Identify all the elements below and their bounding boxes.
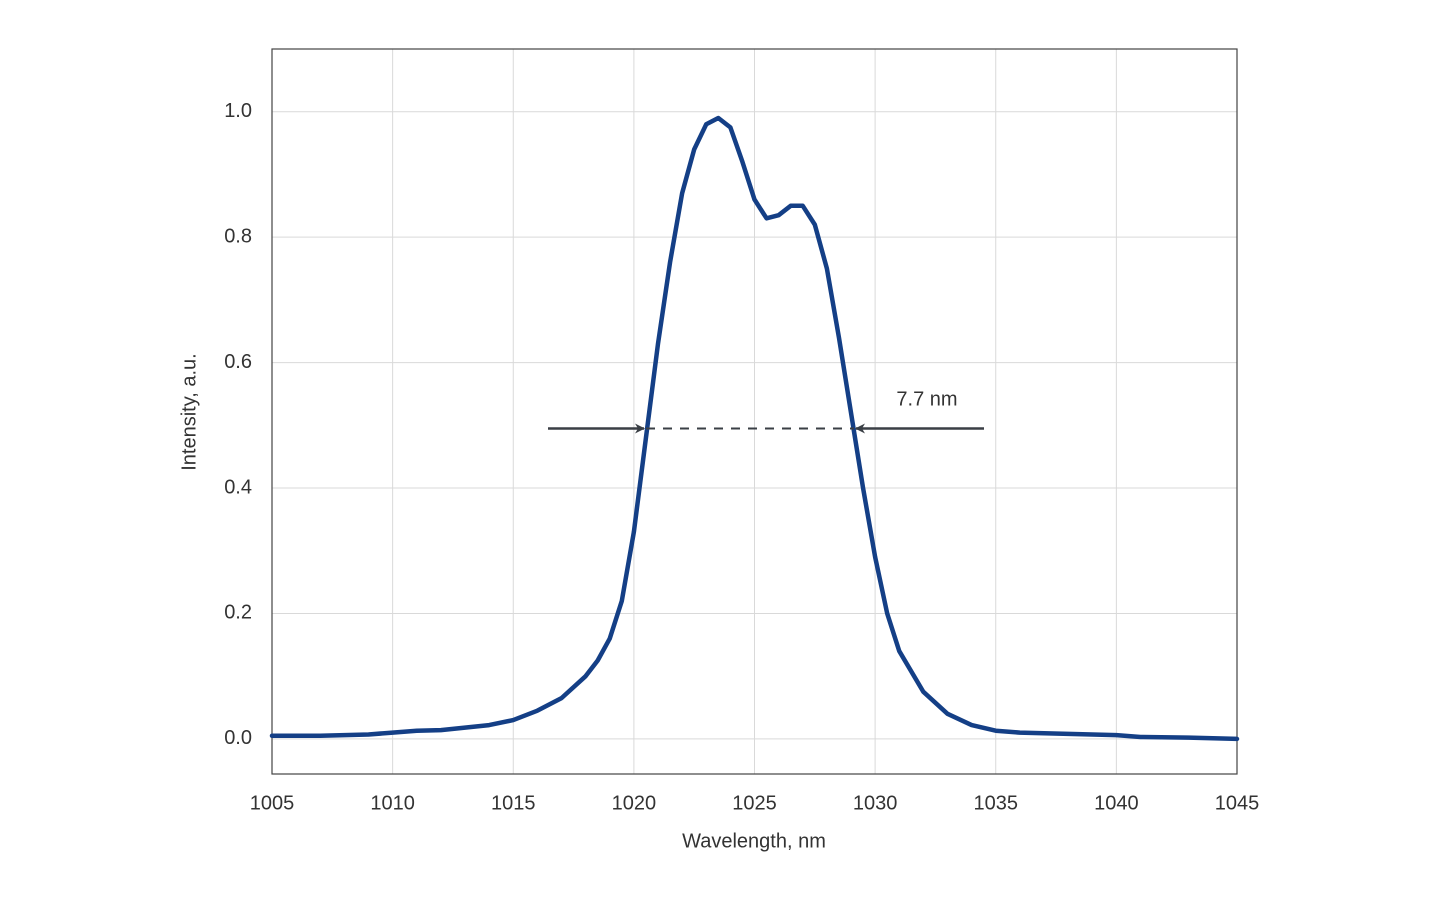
x-axis-label: Wavelength, nm bbox=[682, 830, 826, 852]
x-tick-label: 1040 bbox=[1094, 792, 1139, 814]
x-tick-label: 1035 bbox=[974, 792, 1019, 814]
x-tick-label: 1015 bbox=[491, 792, 536, 814]
y-tick-label: 0.8 bbox=[224, 225, 252, 247]
x-tick-label: 1025 bbox=[732, 792, 777, 814]
x-tick-label: 1045 bbox=[1215, 792, 1260, 814]
y-tick-label: 0.2 bbox=[224, 602, 252, 624]
y-tick-label: 0.0 bbox=[224, 727, 252, 749]
x-tick-label: 1030 bbox=[853, 792, 898, 814]
plot-frame bbox=[271, 48, 1238, 775]
x-tick-label: 1010 bbox=[370, 792, 415, 814]
y-axis-label: Intensity, a.u. bbox=[178, 353, 200, 470]
x-tick-label: 1005 bbox=[250, 792, 295, 814]
y-tick-label: 0.4 bbox=[224, 476, 252, 498]
y-tick-label: 0.6 bbox=[224, 351, 252, 373]
x-tick-label: 1020 bbox=[612, 792, 657, 814]
spectrum-line bbox=[269, 115, 1240, 742]
y-tick-label: 1.0 bbox=[224, 100, 252, 122]
fwhm-label: 7.7 nm bbox=[896, 388, 957, 410]
